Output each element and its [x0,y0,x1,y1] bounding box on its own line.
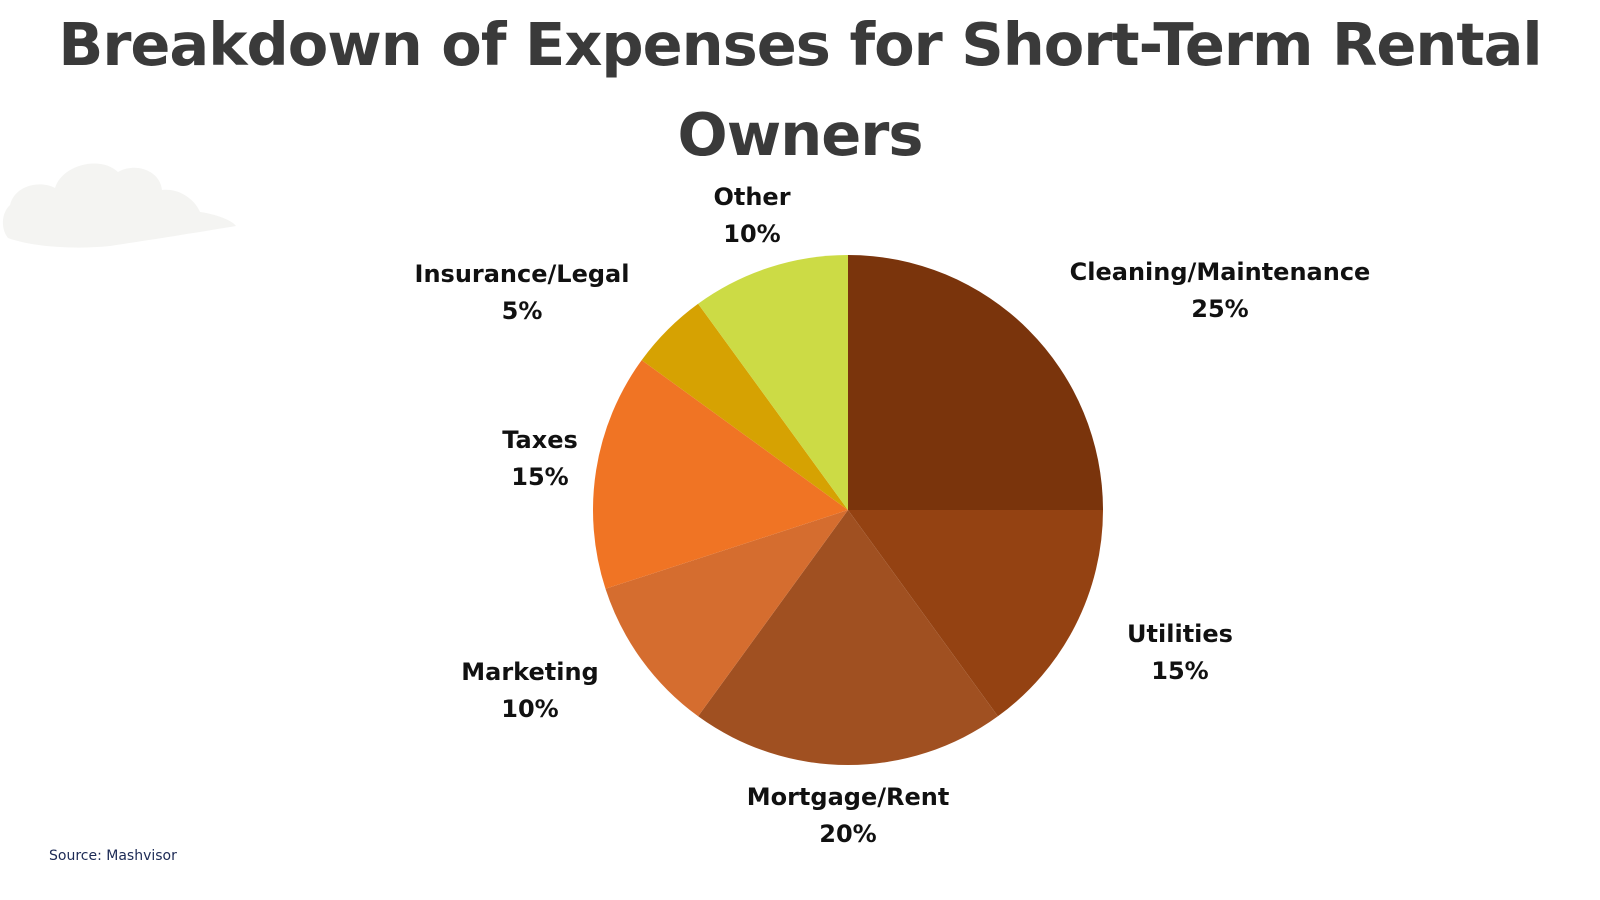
pie-slice-cleaning-maintenance [848,255,1103,510]
slice-label-value: 25% [1191,295,1248,323]
chart-title: Breakdown of Expenses for Short-Term Ren… [58,10,1542,169]
slice-label-value: 10% [501,695,558,723]
slice-label-value: 15% [1151,657,1208,685]
slice-label-name: Cleaning/Maintenance [1070,258,1371,286]
slice-label-name: Utilities [1127,620,1233,648]
source-note: Source: Mashvisor [49,848,177,864]
slice-label-name: Taxes [502,426,578,454]
pie-slice-insurance-legal [641,303,848,510]
pie-slice-taxes [593,360,848,589]
pie-slice-utilities [848,510,1103,717]
slice-label-name: Marketing [461,658,598,686]
slice-label-name: Other [713,183,790,211]
slice-label-value: 20% [819,820,876,848]
pie-slices [593,255,1103,766]
slice-label-name: Mortgage/Rent [747,783,950,811]
cloud-decoration [2,163,236,248]
pie-labels: Cleaning/Maintenance 25% Utilities 15% Mortg… [415,183,1371,848]
pie-slice-other [698,255,848,510]
slice-label-name: Insurance/Legal [415,260,630,288]
pie-slice-marketing [605,510,848,717]
slice-label-value: 5% [502,297,543,325]
pie-slice-mortgage-rent [698,510,998,766]
slice-label-value: 15% [511,463,568,491]
slice-label-value: 10% [723,220,780,248]
